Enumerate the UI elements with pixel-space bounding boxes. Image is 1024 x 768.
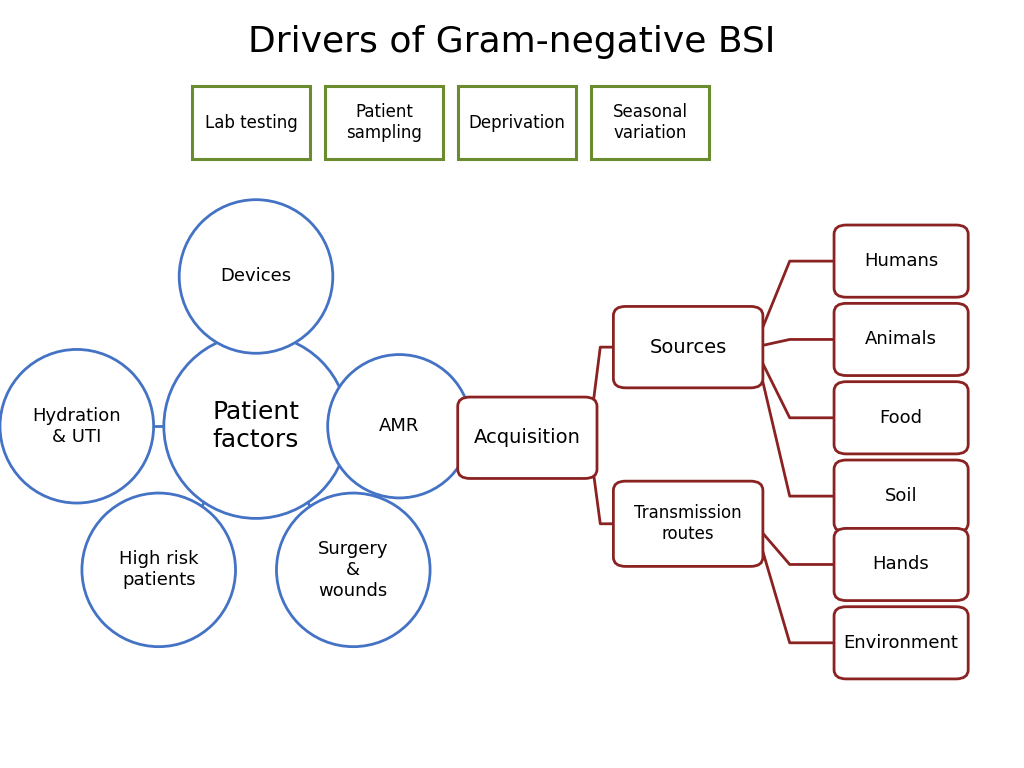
Text: Acquisition: Acquisition xyxy=(474,429,581,447)
FancyBboxPatch shape xyxy=(834,460,969,532)
Text: Environment: Environment xyxy=(844,634,958,652)
Text: Food: Food xyxy=(880,409,923,427)
FancyBboxPatch shape xyxy=(459,87,575,160)
FancyBboxPatch shape xyxy=(834,225,969,297)
Ellipse shape xyxy=(0,349,154,503)
Ellipse shape xyxy=(328,355,471,498)
FancyBboxPatch shape xyxy=(458,397,597,478)
FancyBboxPatch shape xyxy=(613,306,763,388)
Text: Drivers of Gram-negative BSI: Drivers of Gram-negative BSI xyxy=(248,25,776,59)
Text: Hydration
& UTI: Hydration & UTI xyxy=(33,407,121,445)
Text: Sources: Sources xyxy=(649,338,727,356)
Text: Seasonal
variation: Seasonal variation xyxy=(612,104,688,142)
FancyBboxPatch shape xyxy=(326,87,442,160)
Text: AMR: AMR xyxy=(379,417,420,435)
Text: Surgery
&
wounds: Surgery & wounds xyxy=(318,540,388,600)
Text: Deprivation: Deprivation xyxy=(469,114,565,132)
Ellipse shape xyxy=(276,493,430,647)
Ellipse shape xyxy=(82,493,236,647)
Ellipse shape xyxy=(164,334,348,518)
Text: Humans: Humans xyxy=(864,252,938,270)
Text: Hands: Hands xyxy=(872,555,930,574)
Ellipse shape xyxy=(179,200,333,353)
FancyBboxPatch shape xyxy=(613,481,763,567)
Text: Patient
sampling: Patient sampling xyxy=(346,104,422,142)
Text: Lab testing: Lab testing xyxy=(205,114,297,132)
Text: Animals: Animals xyxy=(865,330,937,349)
FancyBboxPatch shape xyxy=(592,87,709,160)
FancyBboxPatch shape xyxy=(834,607,969,679)
FancyBboxPatch shape xyxy=(834,382,969,454)
Text: Devices: Devices xyxy=(220,267,292,286)
Text: High risk
patients: High risk patients xyxy=(119,551,199,589)
FancyBboxPatch shape xyxy=(834,528,969,601)
Text: Transmission
routes: Transmission routes xyxy=(634,505,742,543)
Text: Soil: Soil xyxy=(885,487,918,505)
Text: Patient
factors: Patient factors xyxy=(213,400,299,452)
FancyBboxPatch shape xyxy=(193,87,309,160)
FancyBboxPatch shape xyxy=(834,303,969,376)
